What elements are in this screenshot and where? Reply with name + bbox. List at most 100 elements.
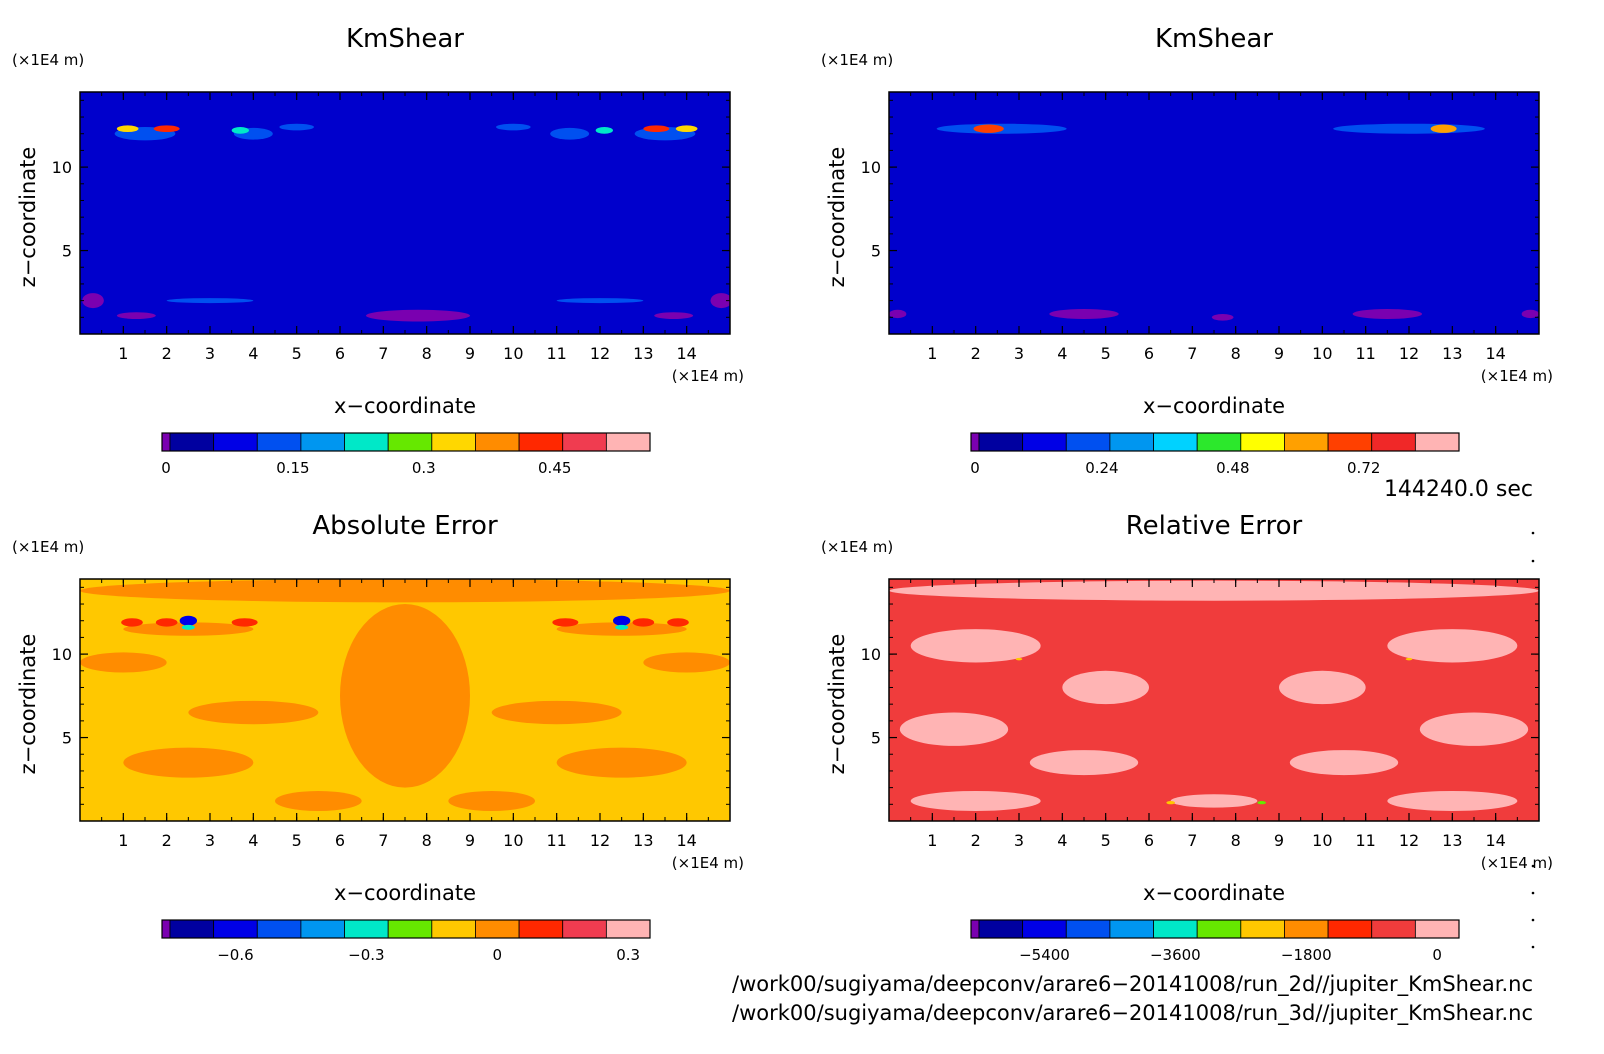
y-axis-label: z−coordinate [16,634,40,775]
x-tick-label: 9 [465,831,475,850]
chart-title: Relative Error [1126,511,1303,541]
field-feature [889,580,1539,601]
x-tick-label: 1 [118,344,128,363]
x-tick-label: 9 [465,344,475,363]
x-tick-label: 13 [1442,831,1462,850]
field-feature [1166,800,1175,805]
y-tick-label: 5 [871,729,881,748]
x-tick-label: 5 [1101,831,1111,850]
colorbar-label: −1800 [1281,946,1332,964]
colorbar-label: 0.72 [1347,459,1380,477]
field-feature [1419,712,1529,746]
x-tick-label: 4 [248,344,258,363]
plot-area [80,92,730,334]
field-feature [80,652,167,673]
field-feature [166,298,254,304]
x-tick-label: 10 [503,344,523,363]
field-feature [123,747,254,778]
chart-title: Absolute Error [312,511,498,541]
field-feature [1211,313,1234,321]
margin-dot [1531,864,1535,868]
field-feature [613,615,631,626]
colorbar-swatch [1414,919,1460,939]
colorbar-label: 0.48 [1216,459,1249,477]
colorbar-swatch [1371,919,1416,939]
y-tick-label: 5 [871,242,881,261]
field-feature [675,125,698,133]
x-tick-label: 13 [633,831,653,850]
colorbar-swatch [256,432,302,452]
x-tick-label: 12 [1399,344,1419,363]
x-tick-label: 14 [676,831,696,850]
colorbar-label: 0 [1432,946,1442,964]
field-feature [275,790,362,811]
x-tick-label: 7 [378,831,388,850]
field-feature [556,298,644,304]
margin-dot [1531,891,1535,895]
colorbar-swatch [1065,919,1111,939]
field-feature [654,312,694,319]
field-feature [1387,629,1518,663]
field-feature [231,127,249,134]
field-feature [710,293,730,309]
colorbar-frame [161,919,651,939]
x-tick-label: 5 [292,831,302,850]
x-tick-label: 1 [118,831,128,850]
colorbar-label: 0 [970,459,980,477]
x-tick-label: 10 [1312,831,1332,850]
colorbar-swatch [978,919,1024,939]
x-tick-label: 2 [162,344,172,363]
field-feature [1352,308,1423,319]
x-tick-label: 9 [1274,831,1284,850]
x-tick-label: 2 [162,831,172,850]
colorbar-swatch [213,919,258,939]
colorbar-swatch [1196,432,1242,452]
x-tick-label: 6 [1144,831,1154,850]
y-tick-label: 5 [62,242,72,261]
colorbar-swatch [213,432,258,452]
field-feature [910,790,1041,811]
x-tick-label: 9 [1274,344,1284,363]
x-tick-label: 2 [971,831,981,850]
x-tick-label: 8 [422,831,432,850]
colorbar-swatch [344,919,389,939]
colorbar-swatch [970,432,980,452]
colorbar-label: 0.3 [616,946,640,964]
field-feature [116,312,156,319]
footer-path-3d: /work00/sugiyama/deepconv/arare6−2014100… [732,1001,1533,1026]
y-tick-label: 10 [861,158,881,177]
colorbar-label: −0.3 [348,946,384,964]
x-tick-label: 10 [503,831,523,850]
colorbar-label: 0.45 [538,459,571,477]
colorbar-swatch [562,432,607,452]
y-axis-label: z−coordinate [825,634,849,775]
x-tick-label: 6 [1144,344,1154,363]
colorbar-label: 0.3 [412,459,436,477]
field-feature [552,618,579,627]
field-feature [1430,124,1457,133]
field-feature [80,579,730,603]
field-feature [899,712,1009,746]
colorbar-swatch [387,432,433,452]
y-unit-label: (×1E4 m) [821,538,893,556]
footer-path-2d: /work00/sugiyama/deepconv/arare6−2014100… [732,972,1533,997]
colorbar-label: −5400 [1019,946,1070,964]
x-tick-label: 13 [1442,344,1462,363]
field-feature [82,293,104,309]
field-feature [1387,790,1518,811]
y-axis-label: z−coordinate [16,147,40,288]
colorbar-swatch [518,919,564,939]
chart-title: KmShear [1155,24,1273,54]
field-feature [1333,123,1485,134]
plot-background [889,579,1539,821]
y-unit-label: (×1E4 m) [12,51,84,69]
colorbar-label: 0 [492,946,502,964]
field-feature [910,629,1041,663]
chart-panel-3: Absolute Error(×1E4 m)1 2 3 4 5 6 7 8 9 10 11 12 13 1… [12,511,744,964]
field-feature [1257,800,1266,805]
field-feature [491,700,622,725]
y-unit-label: (×1E4 m) [821,51,893,69]
x-tick-label: 12 [590,344,610,363]
x-tick-label: 8 [1231,831,1241,850]
